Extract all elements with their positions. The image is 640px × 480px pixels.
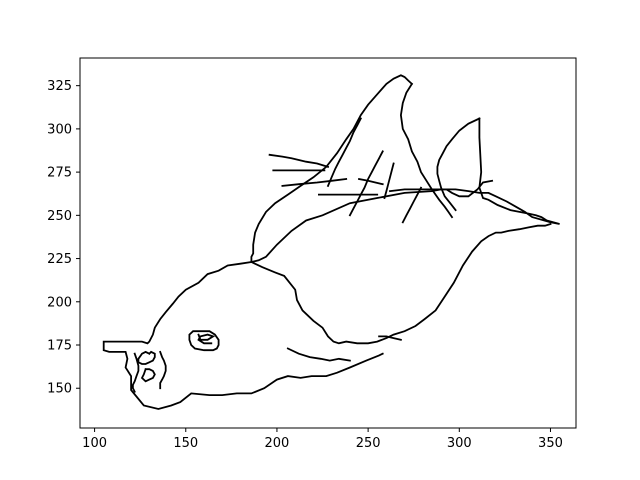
x-tick-label: 100 bbox=[82, 436, 107, 451]
y-tick-label: 175 bbox=[47, 339, 72, 354]
outline-series-11 bbox=[401, 186, 423, 224]
outline-series-2 bbox=[250, 179, 494, 264]
x-axis: 100 150 200 250 300 350 bbox=[82, 428, 563, 451]
outline-series-4 bbox=[389, 117, 560, 225]
outline-series-24 bbox=[286, 347, 351, 362]
outline-series-1 bbox=[102, 260, 384, 410]
outline-series-23 bbox=[378, 335, 402, 341]
outline-series-9 bbox=[348, 150, 384, 217]
outline-series-16 bbox=[159, 350, 167, 390]
x-tick-label: 150 bbox=[173, 436, 198, 451]
outline-series-12 bbox=[188, 330, 220, 352]
plot-area-frame bbox=[79, 57, 577, 429]
outline-series-8 bbox=[326, 117, 363, 188]
outline-series-15 bbox=[140, 368, 156, 383]
x-tick-label: 350 bbox=[538, 436, 563, 451]
outline-series-22 bbox=[357, 177, 384, 186]
y-tick-label: 275 bbox=[47, 166, 72, 181]
plot-lines bbox=[102, 74, 560, 410]
y-tick-label: 200 bbox=[47, 295, 72, 310]
y-axis: 150 175 200 225 250 275 300 325 bbox=[47, 79, 80, 397]
outline-series-10 bbox=[383, 162, 395, 200]
outline-series-13 bbox=[197, 333, 216, 345]
y-tick-label: 325 bbox=[47, 79, 72, 94]
outline-series-3 bbox=[250, 222, 552, 345]
x-tick-label: 250 bbox=[356, 436, 381, 451]
y-tick-label: 225 bbox=[47, 252, 72, 267]
outline-series-7 bbox=[399, 82, 454, 219]
outline-series-14 bbox=[137, 350, 156, 365]
x-tick-label: 200 bbox=[265, 436, 290, 451]
x-tick-label: 300 bbox=[447, 436, 472, 451]
y-tick-label: 300 bbox=[47, 122, 72, 137]
outline-series-18 bbox=[268, 153, 330, 169]
outline-series-17 bbox=[131, 352, 140, 393]
y-tick-label: 150 bbox=[47, 382, 72, 397]
outline-series-6 bbox=[250, 74, 414, 263]
y-tick-label: 250 bbox=[47, 209, 72, 224]
outline-series-20 bbox=[281, 177, 348, 187]
outline-series-5 bbox=[436, 117, 481, 212]
